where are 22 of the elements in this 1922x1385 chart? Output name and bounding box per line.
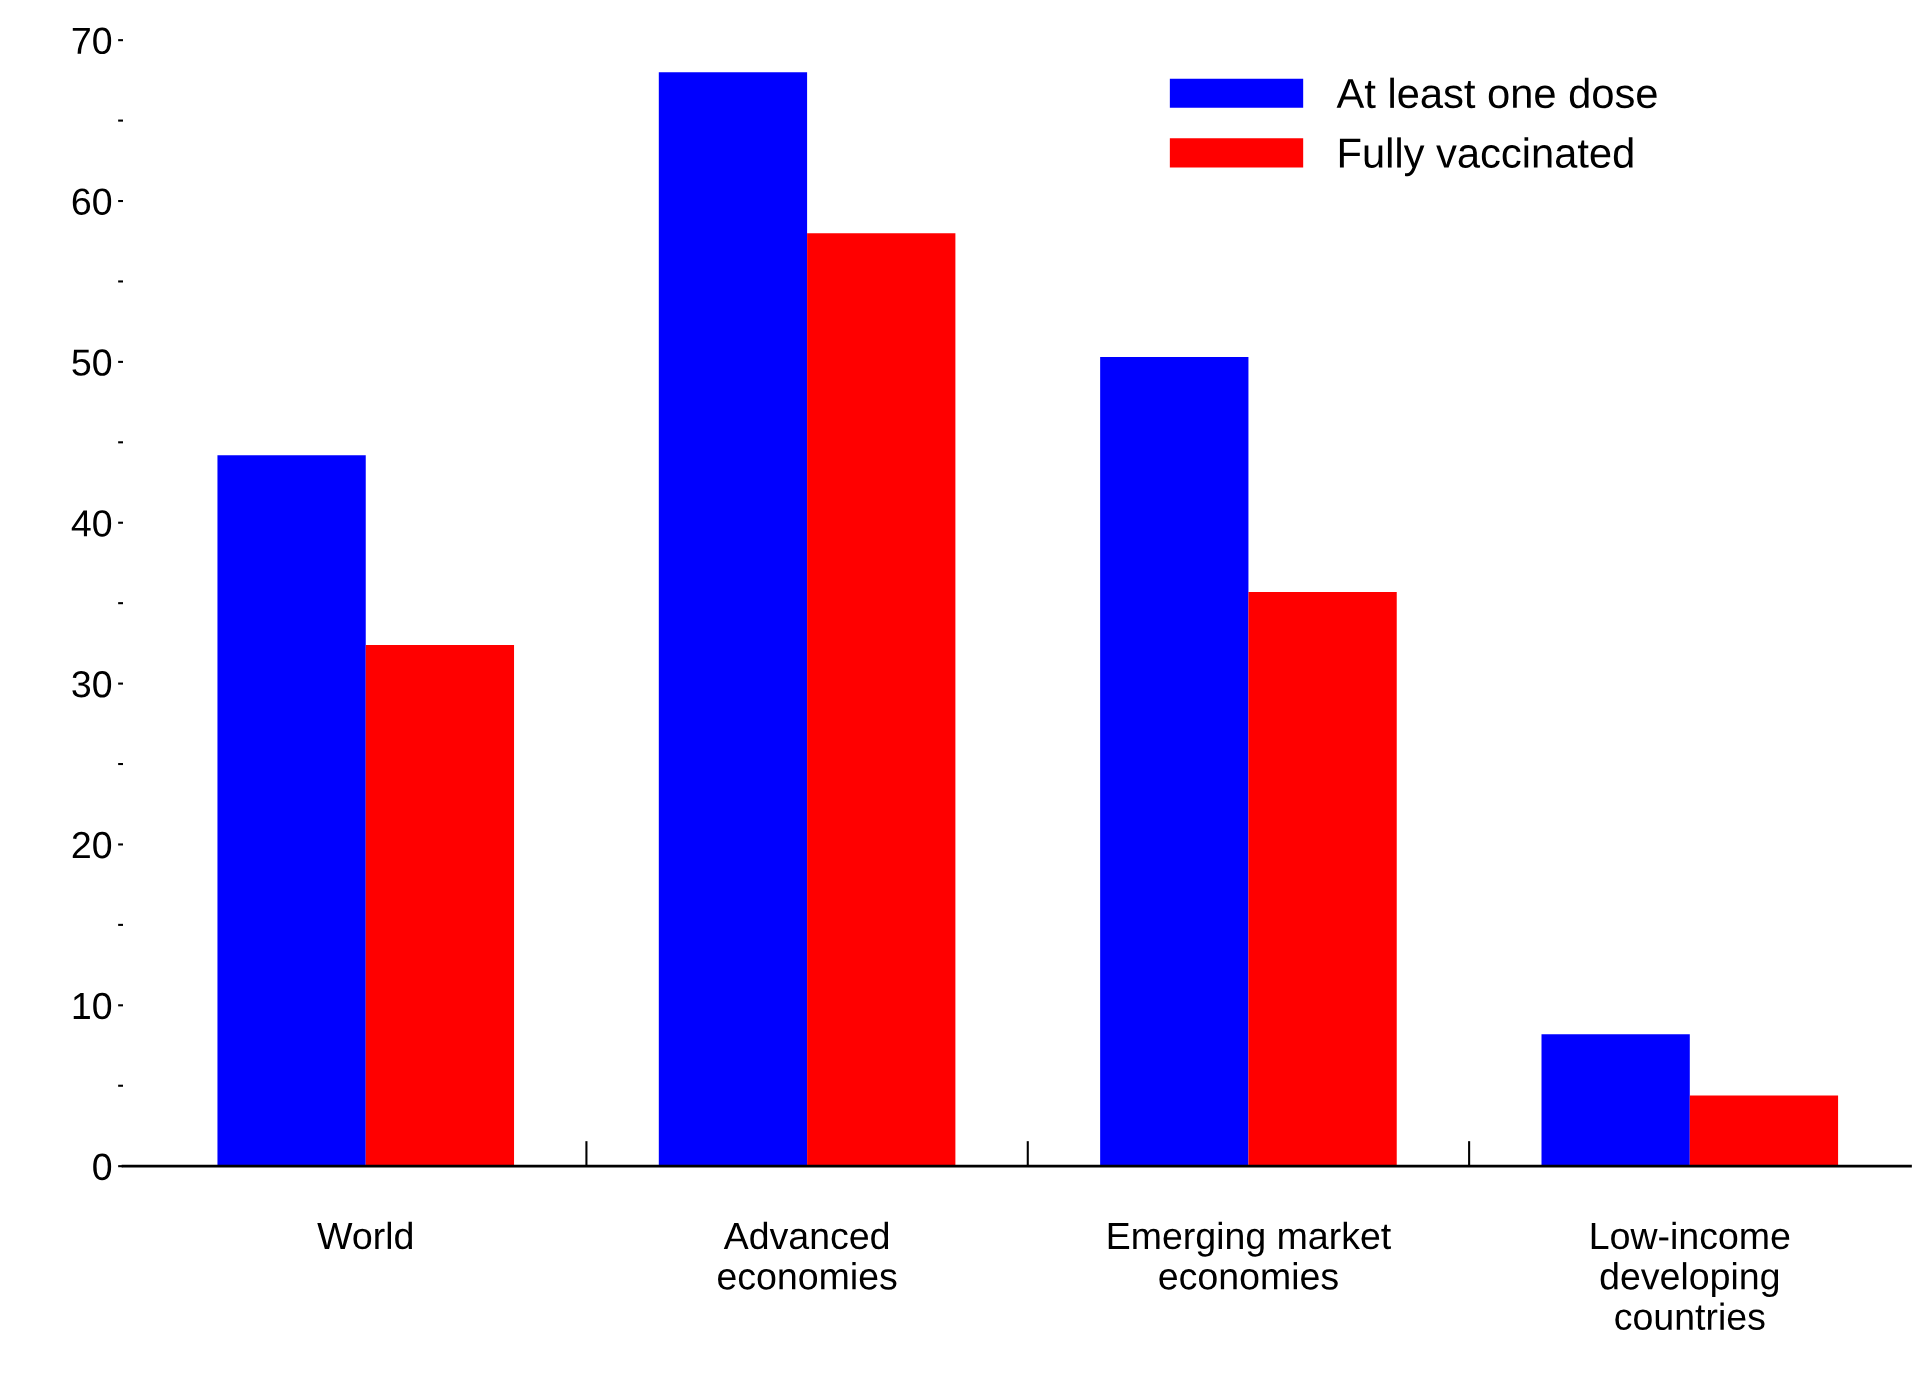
legend-label: Fully vaccinated	[1339, 137, 1633, 177]
bar	[1541, 1034, 1690, 1167]
x-tick-label: Low-income developing countries	[1591, 1221, 1790, 1331]
y-tick-label: 20	[72, 831, 112, 859]
y-tick-label: 60	[72, 188, 112, 215]
bar	[217, 455, 366, 1167]
bar	[1100, 357, 1249, 1167]
bar	[1689, 1095, 1839, 1167]
x-tick-label: Advanced economies	[718, 1221, 897, 1290]
y-tick-label: 70	[72, 27, 112, 55]
bar	[365, 644, 515, 1167]
y-tick-label: 50	[72, 349, 112, 376]
legend-label: At least one dose	[1336, 77, 1657, 109]
bar	[658, 72, 808, 1167]
y-tick-label: 40	[71, 510, 112, 537]
y-tick-label: 30	[72, 671, 112, 698]
bar	[807, 233, 956, 1167]
y-tick-label: 10	[73, 992, 112, 1020]
y-tick-label: 0	[93, 1153, 112, 1181]
x-tick-label: World	[317, 1221, 412, 1250]
x-tick-label: Emerging market economies	[1108, 1221, 1391, 1290]
bar	[1248, 591, 1397, 1167]
